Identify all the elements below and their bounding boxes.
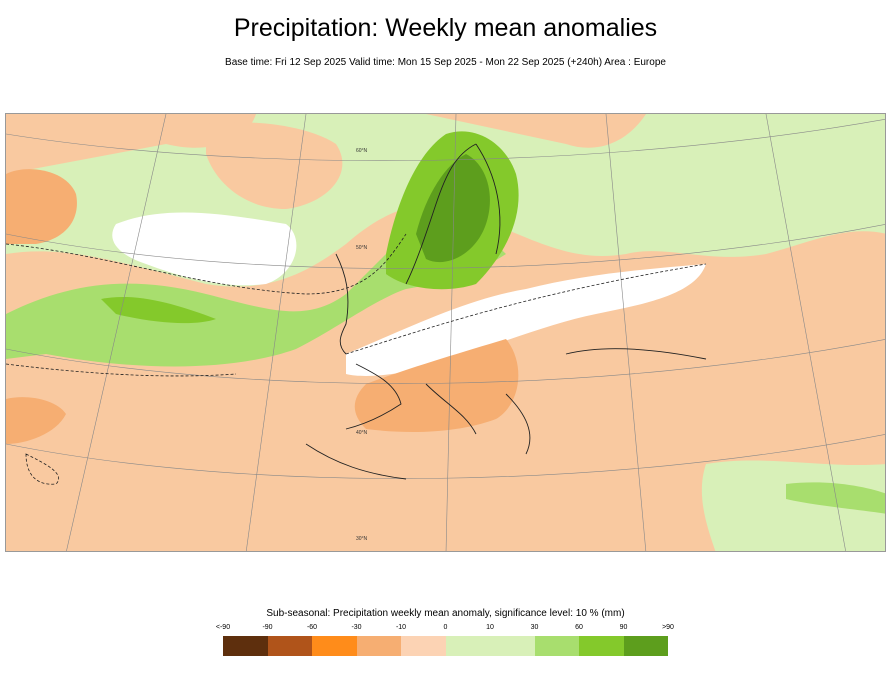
- legend-tick-label: 30: [530, 624, 539, 631]
- dry-region-greenland: [6, 169, 77, 244]
- legend-swatch: [534, 636, 579, 656]
- legend-swatch: [312, 636, 357, 656]
- white-region-north-sea: [112, 212, 297, 286]
- dry-region-atlantic-south: [6, 397, 66, 444]
- wet-region-scandinavia-core: [416, 154, 490, 263]
- coastlines: [305, 143, 707, 480]
- legend-tick-label: -60: [306, 624, 318, 631]
- legend-swatch: [356, 636, 401, 656]
- legend-swatch: [623, 636, 668, 656]
- legend-colorbar: [223, 636, 668, 656]
- legend-swatch: [579, 636, 624, 656]
- dry-region-mediterranean: [354, 339, 519, 432]
- legend-tick-label: 10: [486, 624, 494, 631]
- wet-region-moderate-atlantic: [6, 221, 506, 367]
- legend-swatch: [490, 636, 535, 656]
- legend-swatch: [445, 636, 490, 656]
- legend-title: Sub-seasonal: Precipitation weekly mean …: [266, 608, 625, 619]
- wet-region-strong-atlantic: [101, 296, 216, 324]
- significance-contours: [6, 233, 707, 485]
- wet-region-southeast: [701, 460, 885, 551]
- lat-label-40: 40°N: [356, 430, 368, 436]
- legend-tick-label: 90: [619, 624, 628, 631]
- lat-label-30: 30°N: [356, 536, 368, 542]
- legend-tick-label: 60: [575, 624, 583, 631]
- legend-tick-label: -90: [262, 624, 273, 631]
- map-title: Precipitation: Weekly mean anomalies: [233, 14, 658, 42]
- lat-label-50: 50°N: [356, 245, 368, 251]
- dry-region-iceland: [206, 122, 343, 209]
- graticule: [6, 114, 885, 551]
- map-subtitle: Base time: Fri 12 Sep 2025 Valid time: M…: [225, 57, 666, 68]
- legend-tick-label: 0: [443, 624, 448, 631]
- wet-region-southeast-core: [786, 482, 885, 514]
- legend-swatch: [267, 636, 312, 656]
- anomaly-map[interactable]: 60°N 50°N 40°N 30°N: [5, 113, 886, 552]
- legend-swatch: [401, 636, 446, 656]
- lat-label-60: 60°N: [356, 148, 368, 154]
- neutral-band-central-europe: [346, 264, 706, 376]
- map-canvas: 60°N 50°N 40°N 30°N: [6, 114, 885, 551]
- legend-tick-label: -30: [351, 624, 362, 631]
- graticule-labels: 60°N 50°N 40°N 30°N: [356, 148, 368, 542]
- legend-tick-label: <-90: [215, 624, 231, 631]
- legend-tick-label: >90: [662, 624, 674, 631]
- legend-tick-label: -10: [395, 624, 407, 631]
- legend-swatch: [223, 636, 268, 656]
